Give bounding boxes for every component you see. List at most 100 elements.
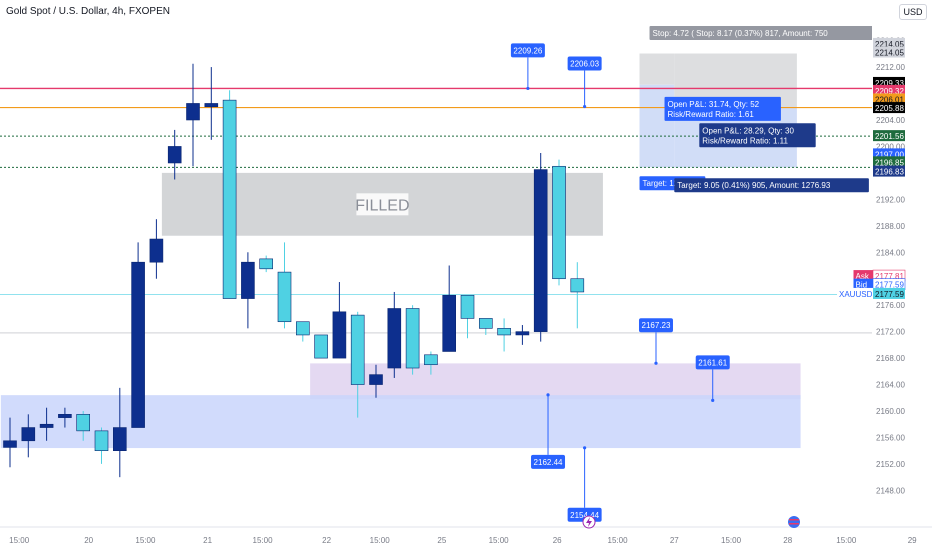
y-tick-label: 2188.00 [876,222,905,231]
x-tick-label: 15:00 [9,536,30,545]
candle-body [131,261,145,428]
candle-body [552,165,566,280]
open-pnl-label-1: Open P&L: 31.74, Qty: 52 [668,100,760,109]
axis-price-label-bg [873,165,905,177]
x-tick-label: 15:00 [608,536,629,545]
callout-text: 2206.03 [570,60,599,69]
currency-button[interactable]: USD [899,4,927,20]
candle-body [405,308,420,369]
x-tick-label: 15:00 [836,536,857,545]
axis-price-label-bg [873,102,905,114]
candle-body [570,278,585,293]
candle-body [442,294,457,352]
axis-price-label-bg [873,130,905,142]
candle-body [387,308,402,369]
y-tick-label: 2152.00 [876,460,905,469]
stop-label-bg [649,26,891,40]
candle-body [113,427,127,451]
candle-body [76,414,90,432]
candle-body [3,440,17,448]
y-tick-label: 2172.00 [876,328,905,337]
candle-body [533,169,548,332]
y-tick-label: 2168.00 [876,354,905,363]
axis-price-label: 2177.59 [875,290,904,299]
y-tick-label: 2164.00 [876,381,905,390]
candle-body [515,331,530,336]
axis-tag: Ask [856,272,870,281]
y-tick-label: 2192.00 [876,195,905,204]
zone-label: FILLED [355,197,409,214]
candle-body [332,311,347,359]
open-pnl-label-2-bg [699,123,816,148]
axis-price-label: 2177.59 [875,281,904,290]
trade-stop-zone [639,53,675,85]
y-tick-label: 2204.00 [876,116,905,125]
target-label-1: Target: 12.33 [643,179,690,188]
candle-body [186,103,200,121]
candle-body [149,238,164,263]
candle-body [350,314,365,385]
open-pnl-label-2: Risk/Reward Ratio: 1.11 [702,136,788,145]
axis-price-label: 2206.01 [875,95,904,104]
x-tick-label: 15:00 [253,536,274,545]
x-tick-label: 29 [908,536,917,545]
axis-price-label: 2209.32 [875,87,904,96]
us-flag-event-icon [788,516,800,528]
axis-price-label: 2214.05 [875,40,904,49]
candle-body [94,430,109,452]
axis-price-label: 2201.56 [875,132,904,141]
callout-anchor [711,398,715,402]
flag-stripe [789,519,799,521]
callout-text: 2162.44 [534,458,563,467]
callout-text: 2154.44 [570,511,599,520]
flag-stripe [789,523,799,525]
candle-body [241,261,255,299]
x-tick-label: 15:00 [135,536,156,545]
callout-anchor [546,393,550,397]
candle-body [222,99,237,299]
candle-body [204,103,219,108]
axis-price-label: 2209.33 [875,79,904,88]
axis-price-label-bg [873,46,905,58]
axis-price-label-bg [873,156,905,168]
candle-body [259,258,274,270]
axis-price-label: 2196.83 [875,168,904,177]
candle-body [58,414,72,418]
x-tick-label: 28 [783,536,792,545]
x-tick-label: 15:00 [721,536,742,545]
lightning-glyph [586,517,592,527]
open-pnl-label-2: Open P&L: 28.29, Qty: 30 [702,126,794,135]
candle-body [295,321,310,336]
open-pnl-label-1-bg [664,96,781,121]
axis-price-label: 2197.00 [875,150,904,159]
x-tick-label: 22 [322,536,331,545]
axis-price-label: 2196.85 [875,158,904,167]
y-tick-label: 2212.00 [876,63,905,72]
y-tick-label: 2176.00 [876,301,905,310]
callout-anchor [583,446,587,450]
callout-text: 2161.61 [698,358,727,367]
callout-box [567,56,602,71]
callout-text: 2167.23 [642,321,671,330]
axis-tag: Bid [856,281,868,290]
x-tick-label: 21 [203,536,212,545]
candle-body [21,427,36,442]
open-pnl-label-1: Risk/Reward Ratio: 1.61 [668,110,755,119]
candle-body [277,271,292,323]
axis-tag-bg [853,278,874,290]
y-tick-label: 2148.00 [876,486,905,495]
axis-tag: XAUUSD [839,290,873,299]
callout-anchor [526,86,530,91]
y-tick-label: 2156.00 [876,433,905,442]
candle-body [424,354,438,366]
axis-price-label: 2177.81 [875,272,904,281]
x-tick-label: 26 [553,536,562,545]
axis-price-label: 2214.05 [875,49,904,58]
axis-tag-bg [837,287,874,299]
candle-body [478,318,493,329]
callout-anchor [654,361,658,365]
axis-tag-bg [853,270,874,282]
axis-price-label-bg [873,84,905,96]
candle-body [39,423,54,428]
